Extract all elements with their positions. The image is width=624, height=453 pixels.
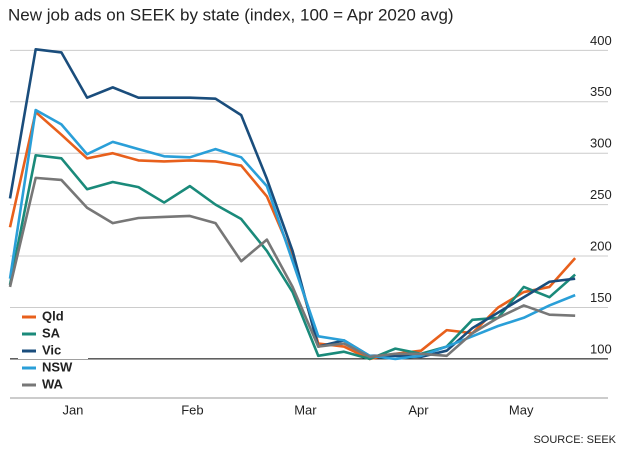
series-line — [8, 48, 576, 359]
series-line — [8, 153, 577, 361]
legend-label: Qld — [42, 308, 64, 323]
source: SOURCE: SEEK — [533, 434, 616, 446]
x-tick-label: May — [509, 402, 534, 417]
legend-bg — [18, 326, 88, 342]
y-tick-label: 400 — [590, 33, 612, 48]
y-tick-label: 300 — [590, 136, 612, 151]
legend-label: WA — [42, 376, 64, 391]
x-tick-label: Jan — [62, 402, 83, 417]
series-line — [8, 176, 576, 359]
y-tick-label: 250 — [590, 187, 612, 202]
y-tick-label: 350 — [590, 84, 612, 99]
legend-label: SA — [42, 325, 61, 340]
legend-label: Vic — [42, 342, 61, 357]
legend-bg — [18, 309, 88, 325]
y-tick-label: 100 — [590, 341, 612, 356]
series-line — [8, 108, 576, 361]
legend-bg — [18, 377, 88, 393]
legend-bg — [18, 343, 88, 359]
chart-title: New job ads on SEEK by state (index, 100… — [8, 5, 454, 24]
x-tick-label: Feb — [181, 402, 203, 417]
y-tick-label: 200 — [590, 238, 612, 253]
y-tick-label: 150 — [590, 290, 612, 305]
series-line — [8, 110, 577, 361]
x-tick-label: Apr — [408, 402, 429, 417]
legend-bg — [18, 360, 88, 376]
legend-label: NSW — [42, 359, 73, 374]
x-tick-label: Mar — [294, 402, 317, 417]
